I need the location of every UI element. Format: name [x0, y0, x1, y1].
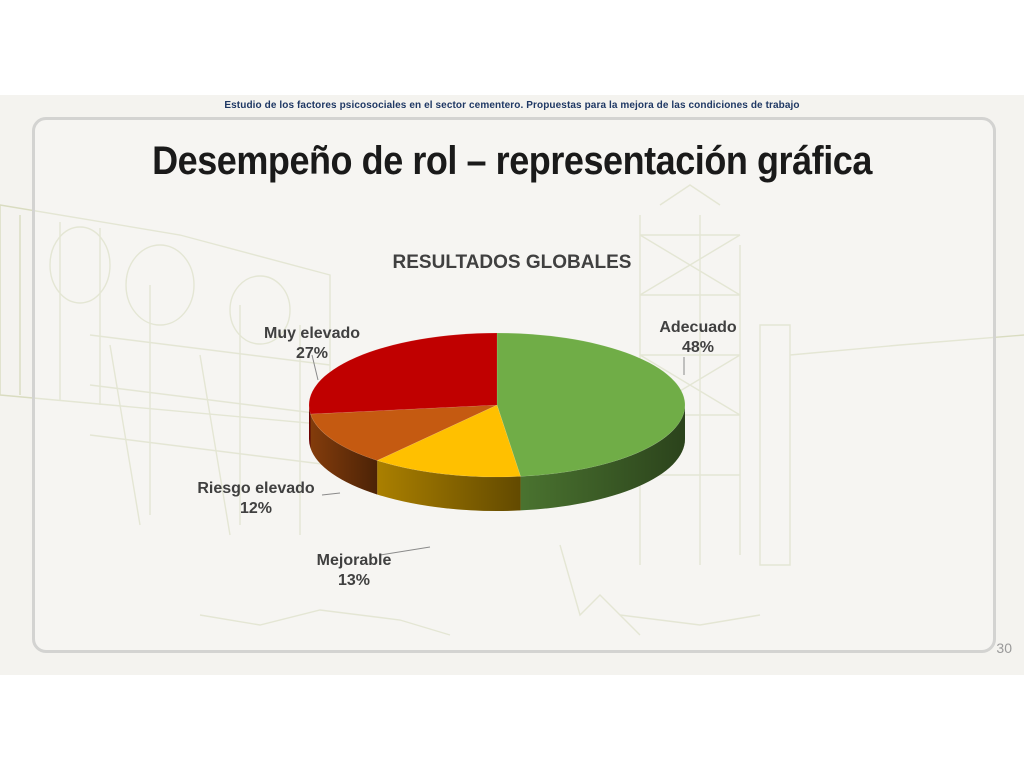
background-sketch: [0, 184, 1024, 636]
pie-tops: [308, 332, 686, 478]
slide: Estudio de los factores psicosociales en…: [0, 95, 1024, 675]
slice-label-mejorable: Mejorable: [317, 552, 392, 569]
pie-slice-muy-elevado: [308, 332, 498, 415]
pie-leaders: [311, 354, 685, 556]
pie-sides: [309, 405, 685, 511]
slice-value-muy-elevado: 27%: [296, 345, 328, 362]
slice-value-adecuado: 48%: [682, 339, 714, 356]
slice-label-adecuado: Adecuado: [659, 319, 737, 336]
pie-side-shade-2: [310, 414, 378, 495]
leader-line-muy-elevado: [311, 354, 319, 381]
slice-value-riesgo-elevado: 12%: [240, 500, 272, 517]
pie-slice-adecuado: [496, 332, 686, 477]
leader-line-mejorable: [379, 546, 431, 556]
chart-title: RESULTADOS GLOBALES: [393, 252, 632, 273]
page-title: Desempeño de rol – representación gráfic…: [152, 139, 872, 183]
pie-side-shade-3: [309, 405, 311, 449]
pie-slice-riesgo-elevado: [310, 404, 498, 461]
slide-subtitle: Estudio de los factores psicosociales en…: [224, 100, 800, 111]
leader-line-riesgo-elevado: [321, 492, 341, 496]
pie-side-shade-1: [377, 460, 521, 511]
pie-chart: RESULTADOS GLOBALES Adecuado 48% Mejorable…: [197, 252, 737, 589]
pie-labels: Adecuado 48% Mejorable 13% Riesgo elevado 12%…: [197, 319, 737, 589]
slice-label-riesgo-elevado: Riesgo elevado: [197, 480, 315, 497]
pie-slice-mejorable: [376, 404, 521, 478]
pie-side-shade-0: [520, 405, 685, 511]
slice-value-mejorable: 13%: [338, 572, 370, 589]
page-number: 30: [996, 640, 1012, 656]
slice-label-muy-elevado: Muy elevado: [264, 325, 360, 342]
